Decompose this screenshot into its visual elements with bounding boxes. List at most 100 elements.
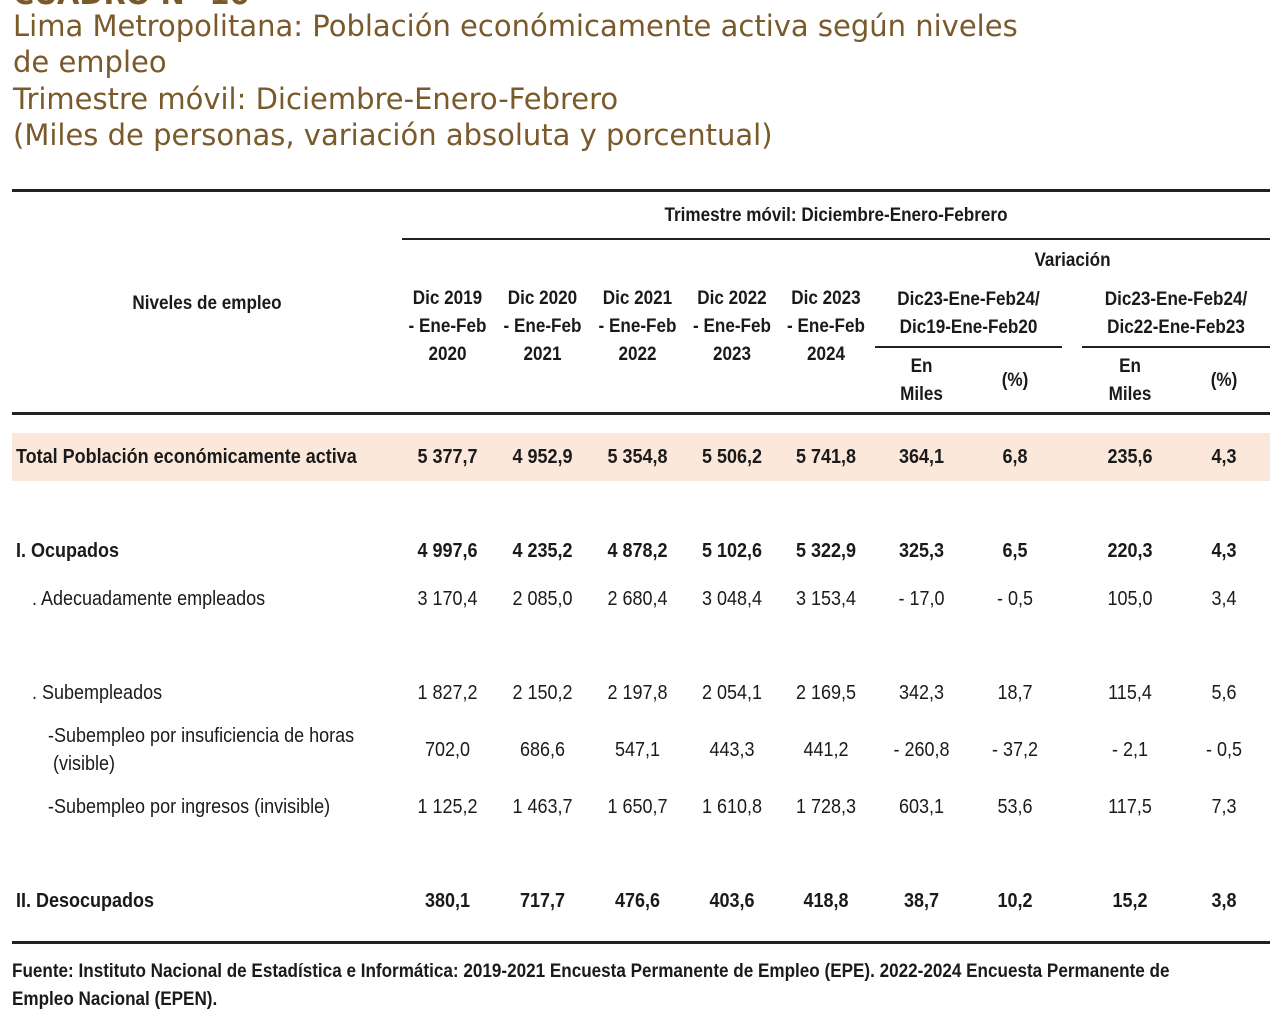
- row-label: -Subempleo por insuficiencia de horas (v…: [48, 725, 355, 775]
- group-rule: [402, 238, 1270, 240]
- table-row: -Subempleo por ingresos (invisible) 1 125…: [12, 783, 1270, 831]
- variation-group-header-1: Dic22-Ene-Feb23: [1107, 317, 1245, 338]
- period-header-3: 2023: [712, 344, 752, 365]
- value-cell: 4 997,6: [417, 539, 478, 562]
- value-cell: 1 650,7: [607, 795, 668, 818]
- value-cell: - 37,2: [991, 738, 1039, 761]
- row-label: I. Ocupados: [16, 540, 120, 562]
- value-cell: 441,2: [803, 738, 849, 761]
- value-cell: 3 170,4: [417, 587, 478, 610]
- value-cell: 342,3: [898, 681, 945, 704]
- variation-group-header-0: Dic23-Ene-Feb24/: [897, 289, 1040, 310]
- en-miles-header: Miles: [900, 384, 943, 405]
- value-cell: 1 728,3: [795, 795, 857, 818]
- table-row: II. Desocupados 380,1 717,7 476,6 403,6 418,8…: [12, 877, 1270, 925]
- value-cell: 6,8: [1002, 445, 1028, 468]
- value-cell: 4,3: [1211, 445, 1237, 468]
- value-cell: 18,7: [997, 681, 1033, 704]
- en-miles-header: En: [1119, 356, 1141, 377]
- period-header-3: - Ene-Feb: [693, 316, 771, 337]
- top-rule: [12, 189, 1270, 192]
- percent-header: (%): [1210, 370, 1238, 391]
- period-header-1: - Ene-Feb: [503, 316, 582, 337]
- footnote: Fuente: Instituto Nacional de Estadístic…: [12, 961, 1170, 1010]
- value-cell: 4 952,9: [512, 445, 573, 468]
- value-cell: 6,5: [1002, 539, 1028, 562]
- value-cell: 235,6: [1107, 445, 1153, 468]
- value-cell: 5 322,9: [795, 539, 857, 562]
- value-cell: - 260,8: [893, 738, 950, 761]
- table-row: Total Población económicamente activa 5 3…: [12, 433, 1270, 481]
- value-cell: - 0,5: [996, 587, 1034, 610]
- value-cell: 4,3: [1211, 539, 1237, 562]
- value-cell: 1 463,7: [512, 795, 573, 818]
- value-cell: 53,6: [997, 795, 1033, 818]
- var1-rule: [875, 346, 1062, 348]
- group-header: Trimestre móvil: Diciembre-Enero-Febrero: [664, 205, 1008, 226]
- value-cell: 2 169,5: [795, 681, 857, 704]
- value-cell: 2 197,8: [607, 681, 668, 704]
- period-header-1: 2021: [523, 344, 562, 365]
- value-cell: 5,6: [1211, 681, 1237, 704]
- value-cell: 1 827,2: [417, 681, 478, 704]
- value-cell: 117,5: [1108, 795, 1152, 818]
- value-cell: 2 150,2: [512, 681, 573, 704]
- value-cell: 10,2: [997, 889, 1033, 912]
- value-cell: 403,6: [709, 889, 755, 912]
- value-cell: 364,1: [898, 445, 945, 468]
- period-header-2: Dic 2021: [602, 288, 673, 309]
- value-cell: 4 235,2: [512, 539, 573, 562]
- value-cell: 5 741,8: [795, 445, 857, 468]
- value-cell: 5 354,8: [607, 445, 668, 468]
- value-cell: 3,8: [1211, 889, 1237, 912]
- header-bottom-rule: [12, 412, 1270, 415]
- period-header-1: Dic 2020: [507, 288, 578, 309]
- period-header-0: - Ene-Feb: [408, 316, 487, 337]
- value-cell: 5 102,6: [701, 539, 763, 562]
- value-cell: 603,1: [898, 795, 945, 818]
- en-miles-header: Miles: [1108, 384, 1152, 405]
- en-miles-header: En: [910, 356, 933, 377]
- table-bottom-rule: [12, 941, 1270, 944]
- row-label: . Subempleados: [32, 682, 163, 704]
- subtitle-period: Trimestre móvil: Diciembre-Enero-Febrero: [13, 82, 619, 116]
- value-cell: 717,7: [519, 889, 566, 912]
- value-cell: - 17,0: [898, 587, 945, 610]
- row-label-header: Niveles de empleo: [132, 293, 282, 314]
- variation-group-header-0: Dic19-Ene-Feb20: [899, 317, 1038, 338]
- value-cell: 7,3: [1211, 795, 1237, 818]
- value-cell: 443,3: [709, 738, 755, 761]
- row-label: -Subempleo por ingresos (invisible): [48, 796, 331, 818]
- value-cell: 220,3: [1107, 539, 1153, 562]
- period-header-3: Dic 2022: [697, 288, 767, 309]
- value-cell: 3 048,4: [701, 587, 763, 610]
- variation-group-header-1: Dic23-Ene-Feb24/: [1104, 289, 1248, 310]
- value-cell: - 0,5: [1205, 738, 1243, 761]
- value-cell: 3,4: [1211, 587, 1237, 610]
- variation-header: Variación: [1034, 250, 1111, 271]
- value-cell: 476,6: [614, 889, 661, 912]
- period-header-0: Dic 2019: [412, 288, 483, 309]
- value-cell: 686,6: [519, 738, 566, 761]
- row-label: . Adecuadamente empleados: [32, 588, 266, 610]
- table-row: . Subempleados 1 827,2 2 150,2 2 197,8 2 054…: [12, 669, 1270, 717]
- period-header-4: 2024: [806, 344, 846, 365]
- value-cell: 1 610,8: [701, 795, 763, 818]
- value-cell: 702,0: [424, 738, 471, 761]
- value-cell: 547,1: [614, 738, 661, 761]
- value-cell: 2 085,0: [512, 587, 573, 610]
- value-cell: 418,8: [803, 889, 849, 912]
- table-row: -Subempleo por insuficiencia de horas (v…: [12, 725, 1270, 775]
- value-cell: - 2,1: [1111, 738, 1149, 761]
- period-header-2: 2022: [618, 344, 657, 365]
- value-cell: 1 125,2: [417, 795, 478, 818]
- value-cell: 5 506,2: [701, 445, 763, 468]
- value-cell: 115,4: [1108, 681, 1152, 704]
- title-line-2: de empleo: [13, 45, 167, 79]
- period-header-4: - Ene-Feb: [787, 316, 865, 337]
- period-header-2: - Ene-Feb: [598, 316, 677, 337]
- period-header-0: 2020: [428, 344, 467, 365]
- value-cell: 2 680,4: [607, 587, 668, 610]
- subtitle-units: (Miles de personas, variación absoluta y…: [13, 118, 773, 152]
- row-label: II. Desocupados: [16, 890, 155, 912]
